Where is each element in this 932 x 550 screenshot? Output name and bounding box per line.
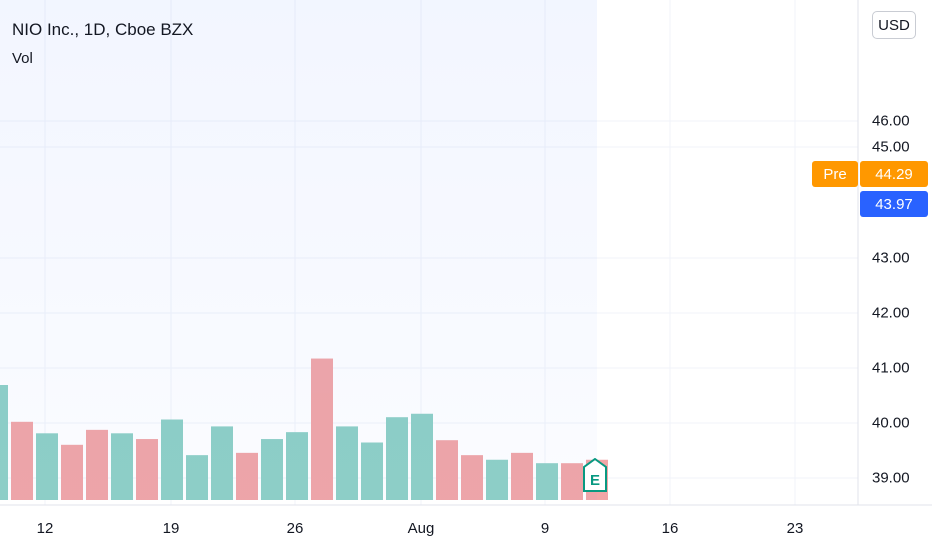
pre-market-badge: Pre — [812, 161, 858, 187]
earnings-icon: E — [583, 457, 607, 492]
price-axis-label: 45.00 — [872, 138, 910, 156]
pre-market-price-tag: 44.29 — [860, 161, 928, 187]
time-axis-label: 12 — [36, 520, 54, 537]
time-axis-label: 23 — [786, 520, 804, 537]
price-axis-label: 43.00 — [872, 249, 910, 267]
volume-indicator-label[interactable]: Vol — [12, 50, 33, 67]
price-axis-label: 40.00 — [872, 414, 910, 432]
price-axis-label: 42.00 — [872, 304, 910, 322]
time-axis-label: 26 — [286, 520, 304, 537]
currency-button[interactable]: USD — [872, 11, 916, 39]
last-price-tag: 43.97 — [860, 191, 928, 217]
chart-title: NIO Inc., 1D, Cboe BZX — [12, 20, 194, 39]
earnings-letter: E — [590, 472, 600, 489]
earnings-marker[interactable]: E — [583, 457, 607, 492]
time-axis-label: 9 — [540, 520, 550, 537]
time-axis-label: 16 — [661, 520, 679, 537]
price-area-fill — [0, 0, 597, 500]
price-axis-label: 41.00 — [872, 359, 910, 377]
time-axis-label: Aug — [407, 520, 435, 537]
price-axis-label: 39.00 — [872, 469, 910, 487]
price-axis-label: 46.00 — [872, 112, 910, 130]
time-axis-label: 19 — [162, 520, 180, 537]
